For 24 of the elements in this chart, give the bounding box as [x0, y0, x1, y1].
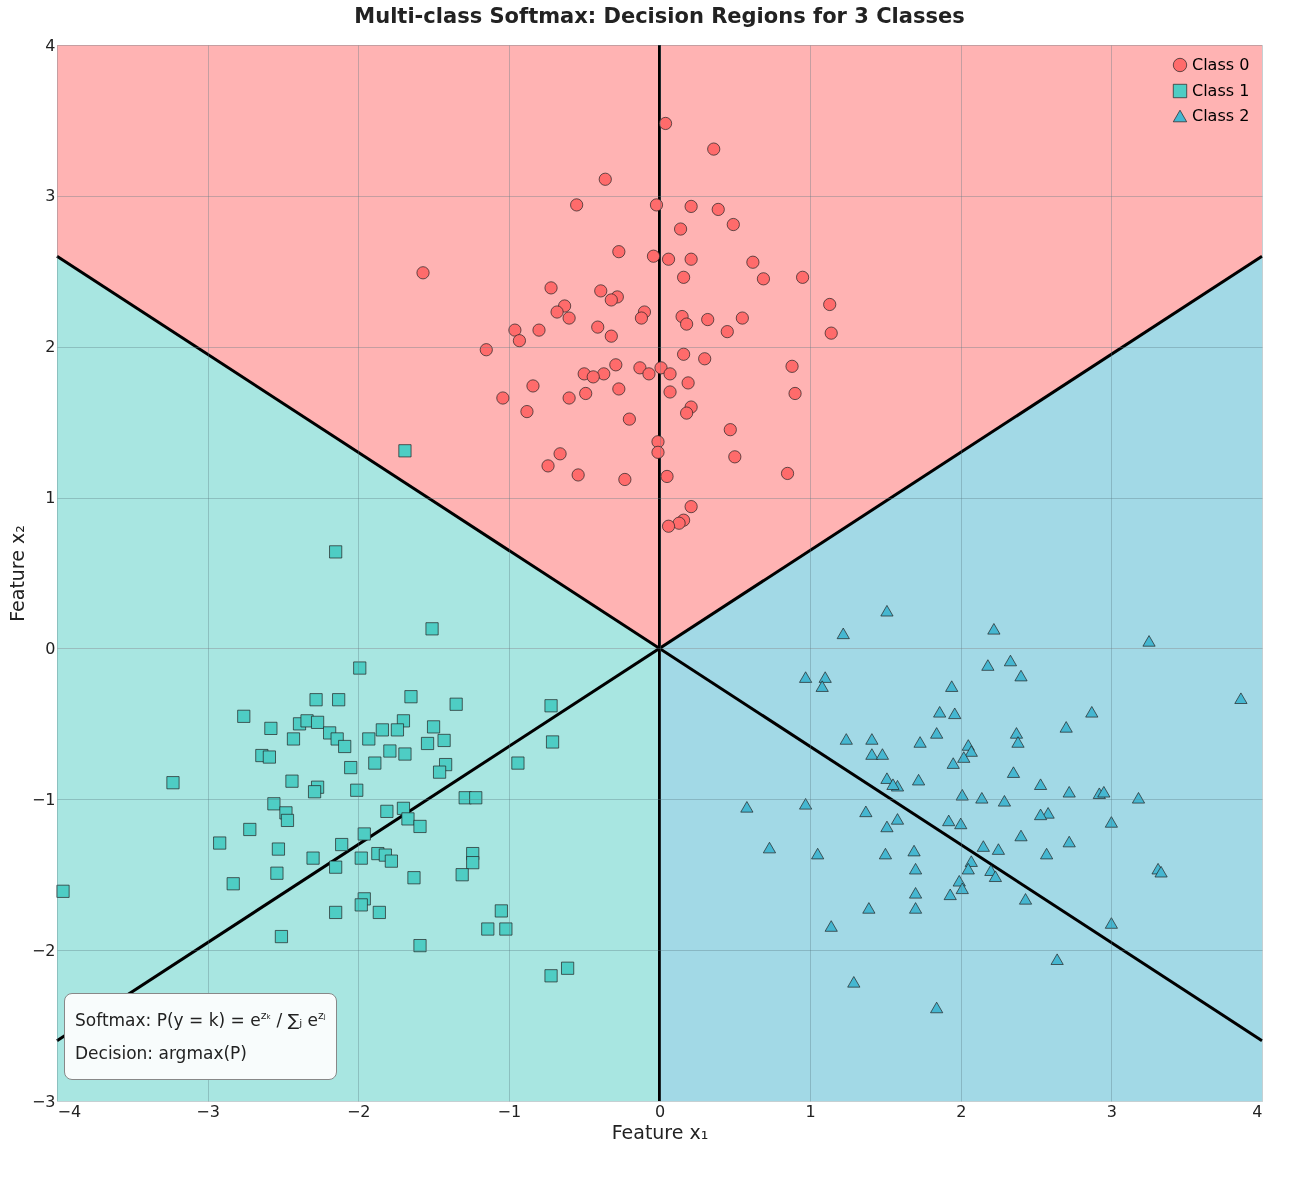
y-tick-label: 1: [45, 488, 56, 508]
annotation: Decision: argmax(P): [75, 1041, 248, 1065]
legend-label: Class 0: [1192, 55, 1250, 74]
x-tick-label: −4: [57, 1101, 82, 1121]
y-tick-label: 2: [45, 337, 56, 357]
chart-title: Multi-class Softmax: Decision Regions for 3 Classes: [354, 4, 965, 28]
x-tick-label: 4: [1252, 1101, 1263, 1121]
y-tick-label: −1: [31, 789, 56, 809]
y-tick-label: −2: [31, 940, 56, 960]
y-tick-label: 3: [45, 186, 56, 206]
x-axis-title: Feature x₁: [611, 1120, 709, 1143]
x-tick-label: 2: [956, 1101, 967, 1121]
annotation: Softmax: P(y = k) = e$^{zₖ}$ / ∑ⱼ e$^{zⱼ}$: [75, 1008, 326, 1033]
y-tick-label: 0: [45, 638, 56, 658]
x-tick-label: 1: [805, 1101, 816, 1121]
legend-label: Class 2: [1192, 106, 1250, 125]
legend-label: Class 1: [1192, 81, 1250, 100]
x-tick-label: −3: [196, 1101, 220, 1121]
x-tick-label: 3: [1106, 1101, 1117, 1121]
y-axis-title: Feature x₂: [5, 525, 28, 622]
x-tick-label: 0: [654, 1101, 666, 1121]
y-tick-label: 4: [45, 35, 56, 55]
x-tick-label: −2: [346, 1101, 371, 1121]
x-tick-label: −1: [497, 1101, 522, 1121]
